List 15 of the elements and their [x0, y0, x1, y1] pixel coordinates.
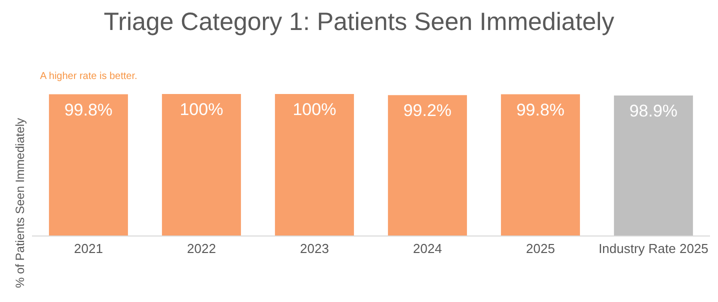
x-tick-label: 2025: [526, 241, 555, 256]
data-label: 99.2%: [403, 101, 452, 120]
x-tick-label: 2021: [74, 241, 103, 256]
x-tick-label: 2022: [187, 241, 216, 256]
y-axis-title: % of Patients Seen Immediately: [13, 116, 27, 290]
data-label: 98.9%: [629, 102, 678, 121]
x-tick-label: Industry Rate 2025: [598, 241, 708, 256]
data-label: 99.8%: [516, 100, 565, 120]
data-label: 100%: [180, 100, 224, 120]
chart-title: Triage Category 1: Patients Seen Immediately: [102, 8, 616, 37]
data-label: 100%: [292, 100, 336, 120]
x-tick-label: 2023: [300, 241, 329, 256]
x-tick-label: 2024: [413, 241, 442, 256]
text: A higher rate is better.: [40, 71, 138, 82]
data-label: 99.8%: [64, 100, 113, 120]
